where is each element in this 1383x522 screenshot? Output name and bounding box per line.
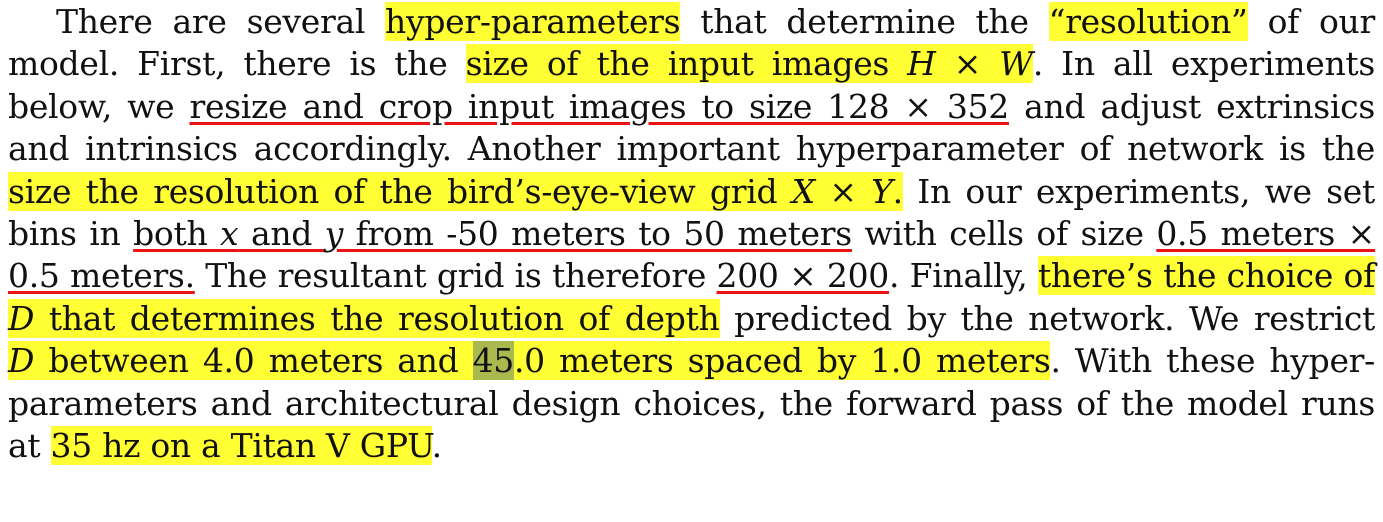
text-run: parameters and architectural design choi… bbox=[8, 383, 1375, 423]
math-w: W bbox=[999, 44, 1033, 84]
text-run: and adjust extrinsics bbox=[1008, 86, 1375, 126]
text-run: size the resolution of the bird’s-eye-vi… bbox=[8, 171, 792, 211]
text-run: between 4.0 meters and bbox=[34, 341, 473, 381]
text-run: . Finally, bbox=[888, 256, 1038, 296]
text-run: that determines the resolution of depth bbox=[34, 298, 720, 338]
highlight-resolution: “resolution” bbox=[1048, 2, 1248, 41]
text-run: and bbox=[238, 213, 325, 253]
text-run: of our bbox=[1247, 2, 1376, 41]
text-line-4: and intrinsics accordingly. Another impo… bbox=[8, 128, 1375, 170]
underline-grid-size: 200 × 200 bbox=[716, 256, 890, 296]
text-run: predicted by the network. We restrict bbox=[719, 298, 1375, 338]
text-line-3: below, we resize and crop input images t… bbox=[8, 86, 1375, 128]
text-run: model. First, there is the bbox=[8, 44, 466, 84]
text-run: below, we bbox=[8, 86, 190, 126]
math-times: × bbox=[935, 44, 1000, 84]
text-run: that determine the bbox=[680, 2, 1049, 41]
math-x: x bbox=[220, 213, 239, 253]
text-run: from -50 meters to 50 meters bbox=[343, 213, 853, 253]
body-paragraph: There are several hyper-parameters that … bbox=[8, 1, 1375, 467]
math-h: H bbox=[907, 44, 936, 84]
math-y: y bbox=[324, 213, 344, 253]
underline-resize-crop: resize and crop input images to size 128… bbox=[189, 86, 1009, 126]
text-line-10: parameters and architectural design choi… bbox=[8, 383, 1375, 425]
text-run: . bbox=[431, 425, 443, 465]
math-x: X bbox=[791, 171, 816, 211]
highlight-depth-choice-part1: there’s the choice of bbox=[1037, 256, 1375, 296]
highlight-speed: 35 hz on a Titan V GPU bbox=[50, 425, 432, 465]
math-times: × bbox=[814, 171, 872, 211]
text-run: both bbox=[133, 213, 221, 253]
math-y: Y bbox=[871, 171, 893, 211]
highlight-bev-grid: size the resolution of the bird’s-eye-vi… bbox=[8, 171, 904, 211]
text-run: with cells of size bbox=[851, 213, 1157, 253]
text-line-2: model. First, there is the size of the i… bbox=[8, 43, 1375, 85]
text-run: . In all experiments bbox=[1032, 44, 1375, 84]
text-run: .0 meters spaced by 1.0 meters bbox=[513, 341, 1051, 381]
math-d: D bbox=[8, 341, 35, 381]
text-run: . With these hyper- bbox=[1050, 341, 1376, 381]
text-run: There are several bbox=[56, 2, 386, 41]
text-line-11: at 35 hz on a Titan V GPU. bbox=[8, 425, 1375, 467]
highlight-45-olive: 45 bbox=[472, 341, 514, 381]
text-line-9: D between 4.0 meters and 45.0 meters spa… bbox=[8, 340, 1375, 382]
text-run: and intrinsics accordingly. Another impo… bbox=[8, 129, 1375, 169]
text-line-6: bins in both x and y from -50 meters to … bbox=[8, 213, 1375, 255]
text-run: . bbox=[892, 171, 904, 211]
text-line-7: 0.5 meters. The resultant grid is theref… bbox=[8, 255, 1375, 297]
highlight-depth-choice-part2: D that determines the resolution of dept… bbox=[8, 298, 720, 338]
text-run: The resultant grid is therefore bbox=[194, 256, 717, 296]
underline-cell-size-part2: 0.5 meters. bbox=[8, 256, 195, 296]
text-run: bins in bbox=[8, 213, 134, 253]
highlight-input-size: size of the input images H × W bbox=[465, 44, 1033, 84]
text-run: at bbox=[8, 425, 51, 465]
text-run: size of the input images bbox=[465, 44, 908, 84]
text-line-8: D that determines the resolution of dept… bbox=[8, 298, 1375, 340]
text-line-5: size the resolution of the bird’s-eye-vi… bbox=[8, 171, 1375, 213]
underline-cell-size-part1: 0.5 meters × bbox=[1156, 213, 1375, 253]
highlight-hyper-parameters: hyper-parameters bbox=[385, 2, 681, 41]
highlight-depth-range: D between 4.0 meters and 45.0 meters spa… bbox=[8, 341, 1051, 381]
math-d: D bbox=[8, 298, 35, 338]
text-line-1: There are several hyper-parameters that … bbox=[8, 1, 1375, 43]
text-run: In our experiments, we set bbox=[902, 171, 1376, 211]
underline-bins-range: both x and y from -50 meters to 50 meter… bbox=[133, 214, 852, 253]
